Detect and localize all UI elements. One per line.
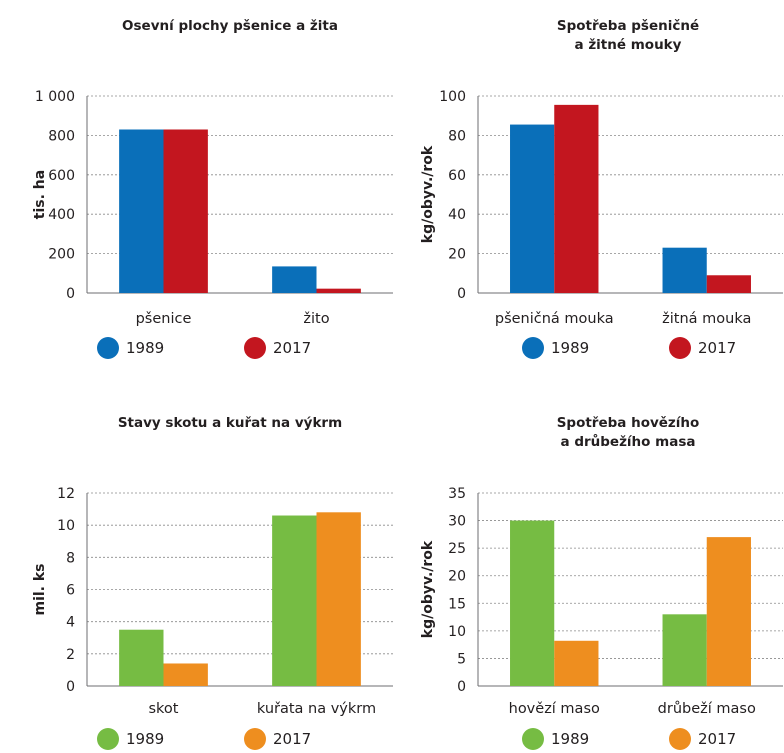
category-label: žitná mouka	[662, 311, 751, 327]
y-tick-label: 6	[66, 583, 75, 599]
chart-title: Spotřeba hovězího	[557, 415, 700, 431]
y-tick-label: 25	[448, 541, 466, 557]
y-tick-label: 200	[48, 247, 75, 263]
y-tick-label: 35	[448, 486, 466, 502]
category-label: žito	[303, 311, 329, 327]
legend-swatch-2017	[669, 337, 691, 359]
bar-2017-1	[554, 104, 599, 294]
y-tick-label: 4	[66, 615, 75, 631]
bar-2017-2	[316, 288, 361, 293]
category-label: hovězí maso	[509, 701, 600, 717]
y-axis-label: tis. ha	[32, 170, 48, 219]
bar-1989-2	[272, 266, 317, 293]
chart-panel-4: Spotřeba hovězího a drůbežího masa kg/obyv…	[420, 415, 783, 750]
y-tick-label: 400	[48, 207, 75, 223]
legend-swatch-2017	[244, 728, 266, 750]
y-tick-label: 10	[57, 518, 75, 534]
category-label: pšeničná mouka	[495, 311, 614, 327]
bar-1989-1	[510, 520, 555, 686]
legend-swatch-1989	[522, 728, 544, 750]
y-tick-label: 80	[448, 128, 466, 144]
category-label: skot	[149, 701, 179, 717]
bar-1989-2	[272, 515, 317, 686]
y-tick-label: 0	[66, 679, 75, 695]
y-tick-label: 60	[448, 168, 466, 184]
y-tick-label: 0	[457, 286, 466, 302]
y-tick-label: 800	[48, 128, 75, 144]
chart-title: Osevní plochy pšenice a žita	[122, 18, 338, 34]
legend-label: 1989	[126, 339, 164, 357]
legend-label: 1989	[551, 730, 589, 748]
legend-swatch-2017	[244, 337, 266, 359]
chart-panel-2: Spotřeba pšeničné a žitné mouky kg/obyv./r…	[420, 18, 783, 359]
bar-1989-1	[119, 629, 164, 686]
category-label: drůbeží maso	[658, 701, 756, 717]
legend-swatch-1989	[522, 337, 544, 359]
legend-swatch-1989	[97, 337, 119, 359]
y-axis-label: kg/obyv./rok	[420, 540, 436, 638]
legend-label: 2017	[273, 339, 311, 357]
chart-panel-1: Osevní plochy pšenice a žita tis. ha 0 200 4…	[32, 18, 393, 359]
bar-2017-2	[706, 537, 751, 686]
y-tick-label: 600	[48, 168, 75, 184]
y-tick-label: 10	[448, 624, 466, 640]
y-axis-label: mil. ks	[32, 563, 48, 615]
y-tick-label: 40	[448, 207, 466, 223]
y-tick-label: 2	[66, 647, 75, 663]
bar-1989-1	[510, 124, 555, 293]
bar-2017-1	[163, 129, 208, 293]
chart-title: a žitné mouky	[575, 37, 682, 53]
legend-label: 1989	[126, 730, 164, 748]
y-tick-label: 30	[448, 514, 466, 530]
bar-1989-2	[662, 247, 707, 293]
category-label: pšenice	[136, 311, 192, 327]
legend-swatch-2017	[669, 728, 691, 750]
legend-swatch-1989	[97, 728, 119, 750]
legend-label: 2017	[698, 730, 736, 748]
y-tick-label: 0	[457, 679, 466, 695]
bar-1989-1	[119, 129, 164, 293]
y-tick-label: 0	[66, 286, 75, 302]
chart-title: Spotřeba pšeničné	[557, 18, 699, 34]
y-tick-label: 1 000	[35, 89, 75, 105]
y-axis-label: kg/obyv./rok	[420, 145, 436, 243]
y-tick-label: 12	[57, 486, 75, 502]
chart-title: a drůbežího masa	[561, 433, 696, 450]
legend-label: 2017	[273, 730, 311, 748]
y-tick-label: 20	[448, 247, 466, 263]
chart-title: Stavy skotu a kuřat na výkrm	[118, 415, 342, 431]
bar-1989-2	[662, 614, 707, 686]
y-tick-label: 5	[457, 651, 466, 667]
category-label: kuřata na výkrm	[257, 701, 376, 717]
y-tick-label: 20	[448, 569, 466, 585]
legend-label: 1989	[551, 339, 589, 357]
y-tick-label: 8	[66, 550, 75, 566]
y-tick-label: 15	[448, 596, 466, 612]
bar-2017-1	[163, 663, 208, 686]
bar-2017-1	[554, 640, 599, 686]
chart-panel-3: Stavy skotu a kuřat na výkrm mil. ks 0 2 4 6 8…	[32, 415, 393, 750]
bar-2017-2	[316, 512, 361, 686]
legend-label: 2017	[698, 339, 736, 357]
y-tick-label: 100	[439, 89, 466, 105]
bar-2017-2	[706, 275, 751, 293]
